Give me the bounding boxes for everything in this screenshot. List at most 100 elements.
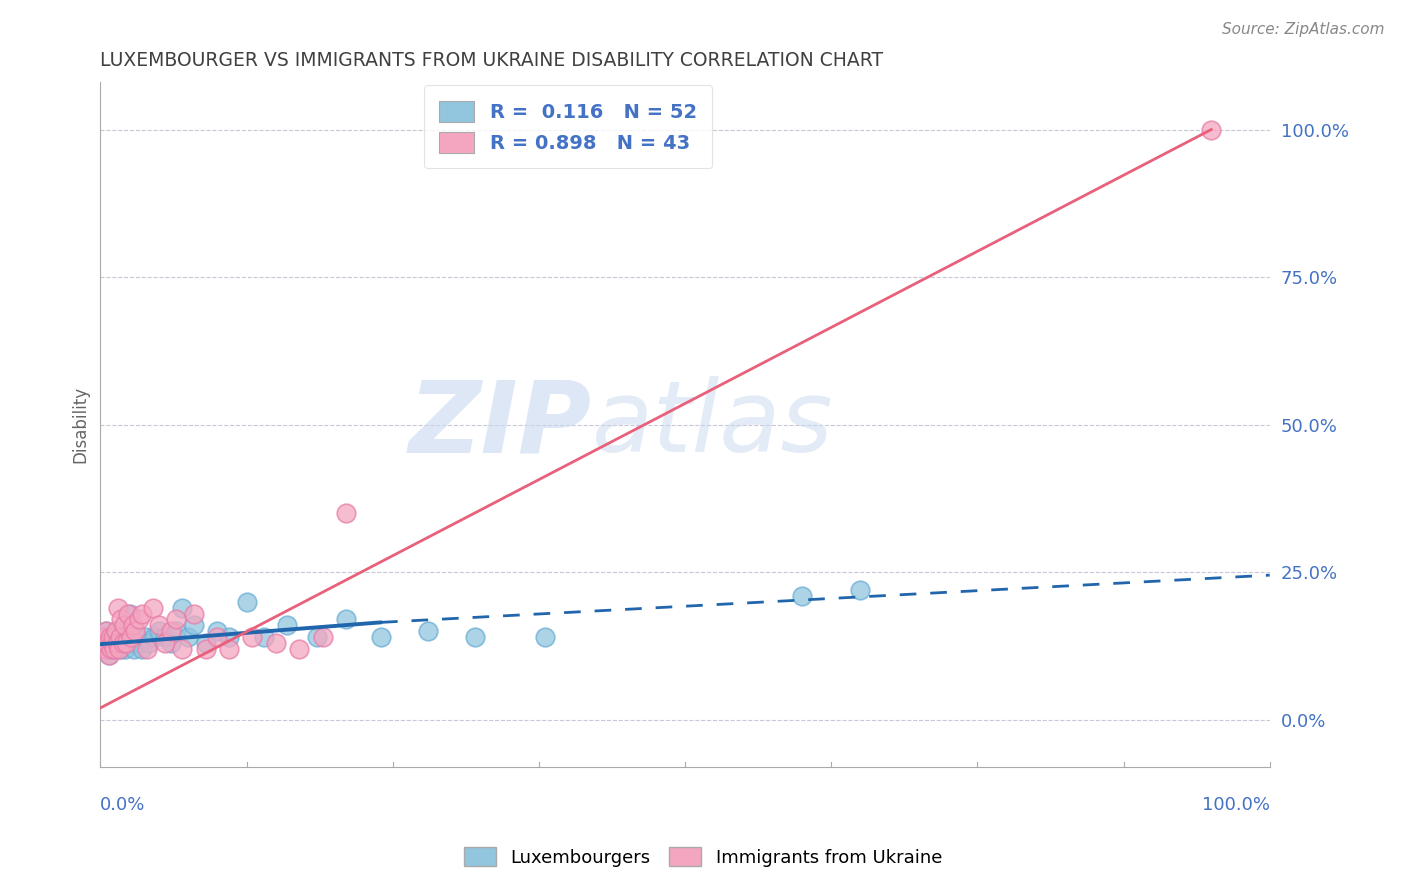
Point (416, 624, 439, 639)
Point (533, 630, 555, 644)
Point (1199, 122, 1222, 136)
Point (128, 636, 150, 650)
Point (148, 624, 170, 639)
Point (159, 636, 181, 650)
Point (288, 641, 311, 656)
Point (110, 630, 132, 644)
Point (118, 607, 141, 621)
Point (125, 630, 148, 644)
Point (121, 636, 143, 650)
Point (91, 636, 114, 650)
Text: Source: ZipAtlas.com: Source: ZipAtlas.com (1222, 22, 1385, 37)
Point (96, 624, 118, 639)
Point (97, 648, 120, 662)
Point (108, 630, 131, 644)
Point (104, 624, 127, 639)
Point (218, 630, 240, 644)
Point (153, 630, 176, 644)
Point (98, 630, 121, 644)
Point (117, 636, 139, 650)
Point (101, 636, 124, 650)
Point (131, 641, 153, 656)
Point (94, 641, 117, 656)
Text: atlas: atlas (592, 376, 834, 473)
Point (111, 630, 134, 644)
Point (110, 641, 132, 656)
Point (94, 641, 117, 656)
Point (159, 624, 181, 639)
Point (135, 630, 157, 644)
Point (128, 612, 150, 626)
Point (105, 636, 128, 650)
Point (115, 624, 138, 639)
Point (122, 618, 145, 632)
Text: 0.0%: 0.0% (100, 797, 146, 814)
Point (172, 641, 194, 656)
Point (138, 636, 160, 650)
Point (112, 636, 135, 650)
Point (370, 630, 392, 644)
Point (93, 630, 115, 644)
Point (148, 618, 170, 632)
Point (264, 636, 287, 650)
Point (849, 582, 872, 597)
Point (112, 618, 135, 632)
Point (96, 636, 118, 650)
Point (110, 636, 132, 650)
Point (97, 648, 120, 662)
Point (103, 630, 125, 644)
Point (104, 624, 127, 639)
Point (207, 630, 229, 644)
Point (101, 636, 124, 650)
Point (136, 641, 159, 656)
Legend: R =  0.116   N = 52, R = 0.898   N = 43: R = 0.116 N = 52, R = 0.898 N = 43 (423, 86, 713, 169)
Y-axis label: Disability: Disability (72, 386, 89, 463)
Point (183, 607, 205, 621)
Point (111, 636, 134, 650)
Point (194, 636, 217, 650)
Point (172, 600, 194, 615)
Point (103, 630, 125, 644)
Point (107, 600, 129, 615)
Point (98, 630, 121, 644)
Text: 100.0%: 100.0% (1202, 797, 1270, 814)
Point (122, 641, 145, 656)
Point (240, 630, 263, 644)
Point (311, 630, 333, 644)
Point (194, 641, 217, 656)
Point (124, 624, 146, 639)
Point (177, 630, 200, 644)
Point (165, 624, 187, 639)
Point (165, 612, 187, 626)
Legend: Luxembourgers, Immigrants from Ukraine: Luxembourgers, Immigrants from Ukraine (457, 840, 949, 874)
Point (91, 636, 114, 650)
Point (183, 618, 205, 632)
Point (103, 641, 125, 656)
Point (100, 641, 122, 656)
Text: LUXEMBOURGER VS IMMIGRANTS FROM UKRAINE DISABILITY CORRELATION CHART: LUXEMBOURGER VS IMMIGRANTS FROM UKRAINE … (100, 51, 883, 70)
Point (153, 636, 176, 650)
Point (207, 624, 229, 639)
Point (115, 636, 138, 650)
Point (96, 624, 118, 639)
Point (93, 630, 115, 644)
Point (218, 641, 240, 656)
Point (464, 630, 486, 644)
Point (100, 641, 122, 656)
Point (107, 641, 129, 656)
Point (110, 612, 132, 626)
Point (117, 607, 139, 621)
Point (253, 630, 276, 644)
Point (120, 630, 142, 644)
Point (108, 641, 131, 656)
Point (114, 641, 136, 656)
Point (335, 612, 357, 626)
Point (143, 630, 166, 644)
Point (105, 636, 128, 650)
Point (305, 630, 328, 644)
Point (96, 636, 118, 650)
Point (276, 618, 298, 632)
Point (790, 589, 813, 603)
Point (335, 506, 357, 520)
Point (103, 641, 125, 656)
